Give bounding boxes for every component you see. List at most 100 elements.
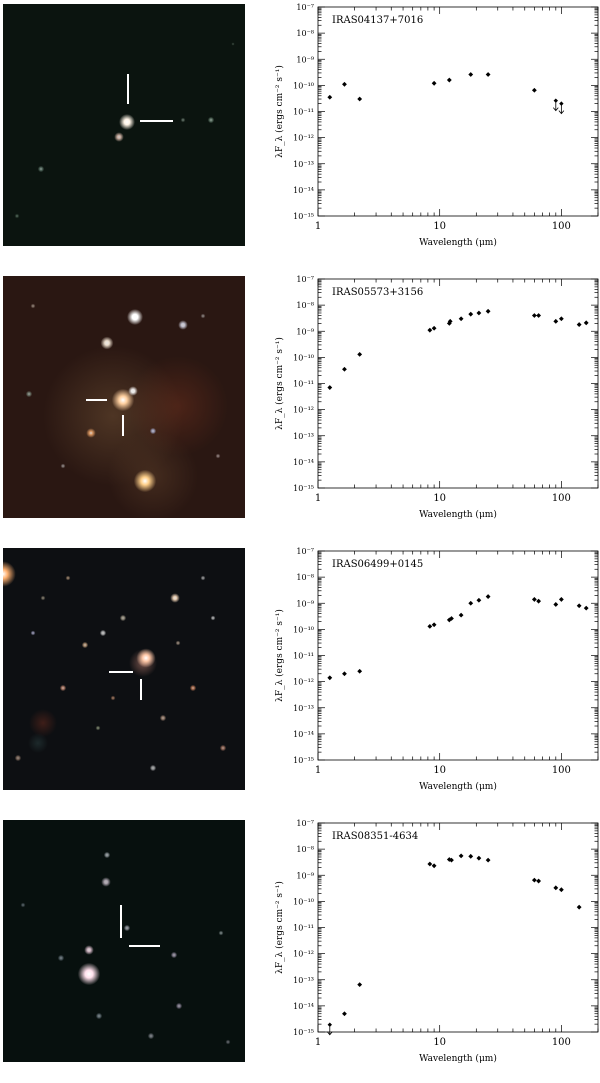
y-tick-label: 10⁻¹⁴ xyxy=(293,186,314,195)
star xyxy=(170,593,180,603)
x-tick-label: 100 xyxy=(552,493,571,504)
sky-background xyxy=(3,548,245,790)
star xyxy=(84,945,94,955)
x-tick-label: 100 xyxy=(552,1037,571,1048)
figure-row: 1 10 100 10⁻¹⁵ 10⁻¹⁴ 10⁻¹³ 10⁻¹² 10⁻¹¹ 10⁻¹⁰ 10⁻⁹… xyxy=(0,816,600,1083)
data-point xyxy=(431,622,437,628)
y-tick-label: 10⁻⁷ xyxy=(296,275,314,284)
data-point xyxy=(357,96,363,102)
y-tick-label: 10⁻¹⁵ xyxy=(293,212,314,221)
sed-plot: 1 10 100 10⁻¹⁵ 10⁻¹⁴ 10⁻¹³ 10⁻¹² 10⁻¹¹ 10⁻¹⁰ 10⁻⁹… xyxy=(268,816,600,1076)
star xyxy=(119,114,135,130)
y-tick-label: 10⁻⁹ xyxy=(296,55,314,64)
data-point xyxy=(342,81,347,87)
star xyxy=(136,648,156,668)
data-point xyxy=(458,316,464,322)
upper-limit-arrow xyxy=(326,1024,333,1036)
source-name-label: IRAS04137+7016 xyxy=(332,15,423,26)
star xyxy=(95,1012,103,1020)
sed-plot-svg: 1 10 100 10⁻¹⁵ 10⁻¹⁴ 10⁻¹³ 10⁻¹² 10⁻¹¹ 10⁻¹⁰ 10⁻⁹… xyxy=(274,819,599,1064)
star xyxy=(200,575,206,581)
data-point xyxy=(357,982,363,988)
data-point xyxy=(553,602,559,607)
y-tick-label: 10⁻⁹ xyxy=(296,599,314,608)
y-tick-label: 10⁻¹⁰ xyxy=(293,81,314,90)
source-name-label: IRAS05573+3156 xyxy=(332,287,423,298)
y-tick-label: 10⁻¹² xyxy=(293,134,314,143)
data-point xyxy=(427,327,433,333)
x-tick-label: 100 xyxy=(552,221,571,232)
y-tick-label: 10⁻⁷ xyxy=(296,547,314,556)
star xyxy=(133,469,157,493)
x-tick-label: 10 xyxy=(433,1037,446,1048)
data-point xyxy=(446,857,452,862)
nebula-glow xyxy=(29,709,57,737)
sky-background xyxy=(3,820,245,1062)
star xyxy=(30,630,36,636)
data-point xyxy=(558,316,564,322)
star xyxy=(215,453,221,459)
figure-row: 1 10 100 10⁻¹⁵ 10⁻¹⁴ 10⁻¹³ 10⁻¹² 10⁻¹¹ 10⁻¹⁰ 10⁻⁹… xyxy=(0,272,600,539)
x-tick-label: 10 xyxy=(433,493,446,504)
data-point xyxy=(431,80,437,86)
y-axis-label: λF_λ (ergs cm⁻² s⁻¹) xyxy=(274,609,285,702)
y-tick-label: 10⁻¹³ xyxy=(293,976,314,985)
star xyxy=(103,851,111,859)
star xyxy=(101,877,111,887)
sky-image-svg xyxy=(3,276,245,518)
sed-plot-svg: 1 10 100 10⁻¹⁵ 10⁻¹⁴ 10⁻¹³ 10⁻¹² 10⁻¹¹ 10⁻¹⁰ 10⁻⁹… xyxy=(274,3,599,248)
star xyxy=(3,561,16,587)
data-point xyxy=(558,597,564,602)
data-point xyxy=(476,597,482,603)
star xyxy=(60,463,66,469)
x-tick-label: 100 xyxy=(552,765,571,776)
x-tick-label: 1 xyxy=(315,221,321,232)
y-tick-label: 10⁻¹² xyxy=(293,950,314,959)
sky-image xyxy=(3,276,245,518)
sky-image xyxy=(3,548,245,790)
upper-limit-arrow xyxy=(558,103,565,115)
data-point xyxy=(342,671,347,677)
y-tick-label: 10⁻¹⁰ xyxy=(293,625,314,634)
sky-image xyxy=(3,820,245,1062)
sed-plot: 1 10 100 10⁻¹⁵ 10⁻¹⁴ 10⁻¹³ 10⁻¹² 10⁻¹¹ 10⁻¹⁰ 10⁻⁹… xyxy=(268,0,600,260)
y-axis-label: λF_λ (ergs cm⁻² s⁻¹) xyxy=(274,65,285,158)
data-point xyxy=(558,887,564,893)
data-point xyxy=(342,1011,347,1017)
data-point xyxy=(357,668,363,674)
star xyxy=(147,1032,155,1040)
star xyxy=(20,902,26,908)
plot-frame xyxy=(317,550,599,761)
star xyxy=(210,615,216,621)
star xyxy=(175,640,181,646)
y-tick-label: 10⁻⁷ xyxy=(296,3,314,12)
y-tick-label: 10⁻¹³ xyxy=(293,432,314,441)
y-axis-label: λF_λ (ergs cm⁻² s⁻¹) xyxy=(274,881,285,974)
data-point xyxy=(536,598,542,604)
y-tick-label: 10⁻¹² xyxy=(293,678,314,687)
star xyxy=(123,924,131,932)
data-point xyxy=(531,87,537,93)
y-tick-label: 10⁻⁹ xyxy=(296,327,314,336)
sky-image-svg xyxy=(3,548,245,790)
star xyxy=(77,962,101,986)
star xyxy=(119,614,127,622)
plot-frame xyxy=(317,6,599,217)
star xyxy=(149,764,157,772)
y-tick-label: 10⁻¹⁴ xyxy=(293,458,314,467)
sed-plot-svg: 1 10 100 10⁻¹⁵ 10⁻¹⁴ 10⁻¹³ 10⁻¹² 10⁻¹¹ 10⁻¹⁰ 10⁻⁹… xyxy=(274,275,599,520)
y-tick-label: 10⁻⁸ xyxy=(296,301,314,310)
star xyxy=(218,930,224,936)
star xyxy=(14,754,22,762)
data-point xyxy=(485,72,491,77)
data-point xyxy=(553,318,559,324)
data-point xyxy=(357,351,363,357)
star xyxy=(30,303,36,309)
y-tick-label: 10⁻⁹ xyxy=(296,871,314,880)
x-axis-label: Wavelength (μm) xyxy=(419,509,497,520)
star xyxy=(231,42,235,46)
star xyxy=(207,116,215,124)
y-tick-label: 10⁻¹¹ xyxy=(293,380,314,389)
data-point xyxy=(446,77,452,83)
data-point xyxy=(536,313,542,318)
